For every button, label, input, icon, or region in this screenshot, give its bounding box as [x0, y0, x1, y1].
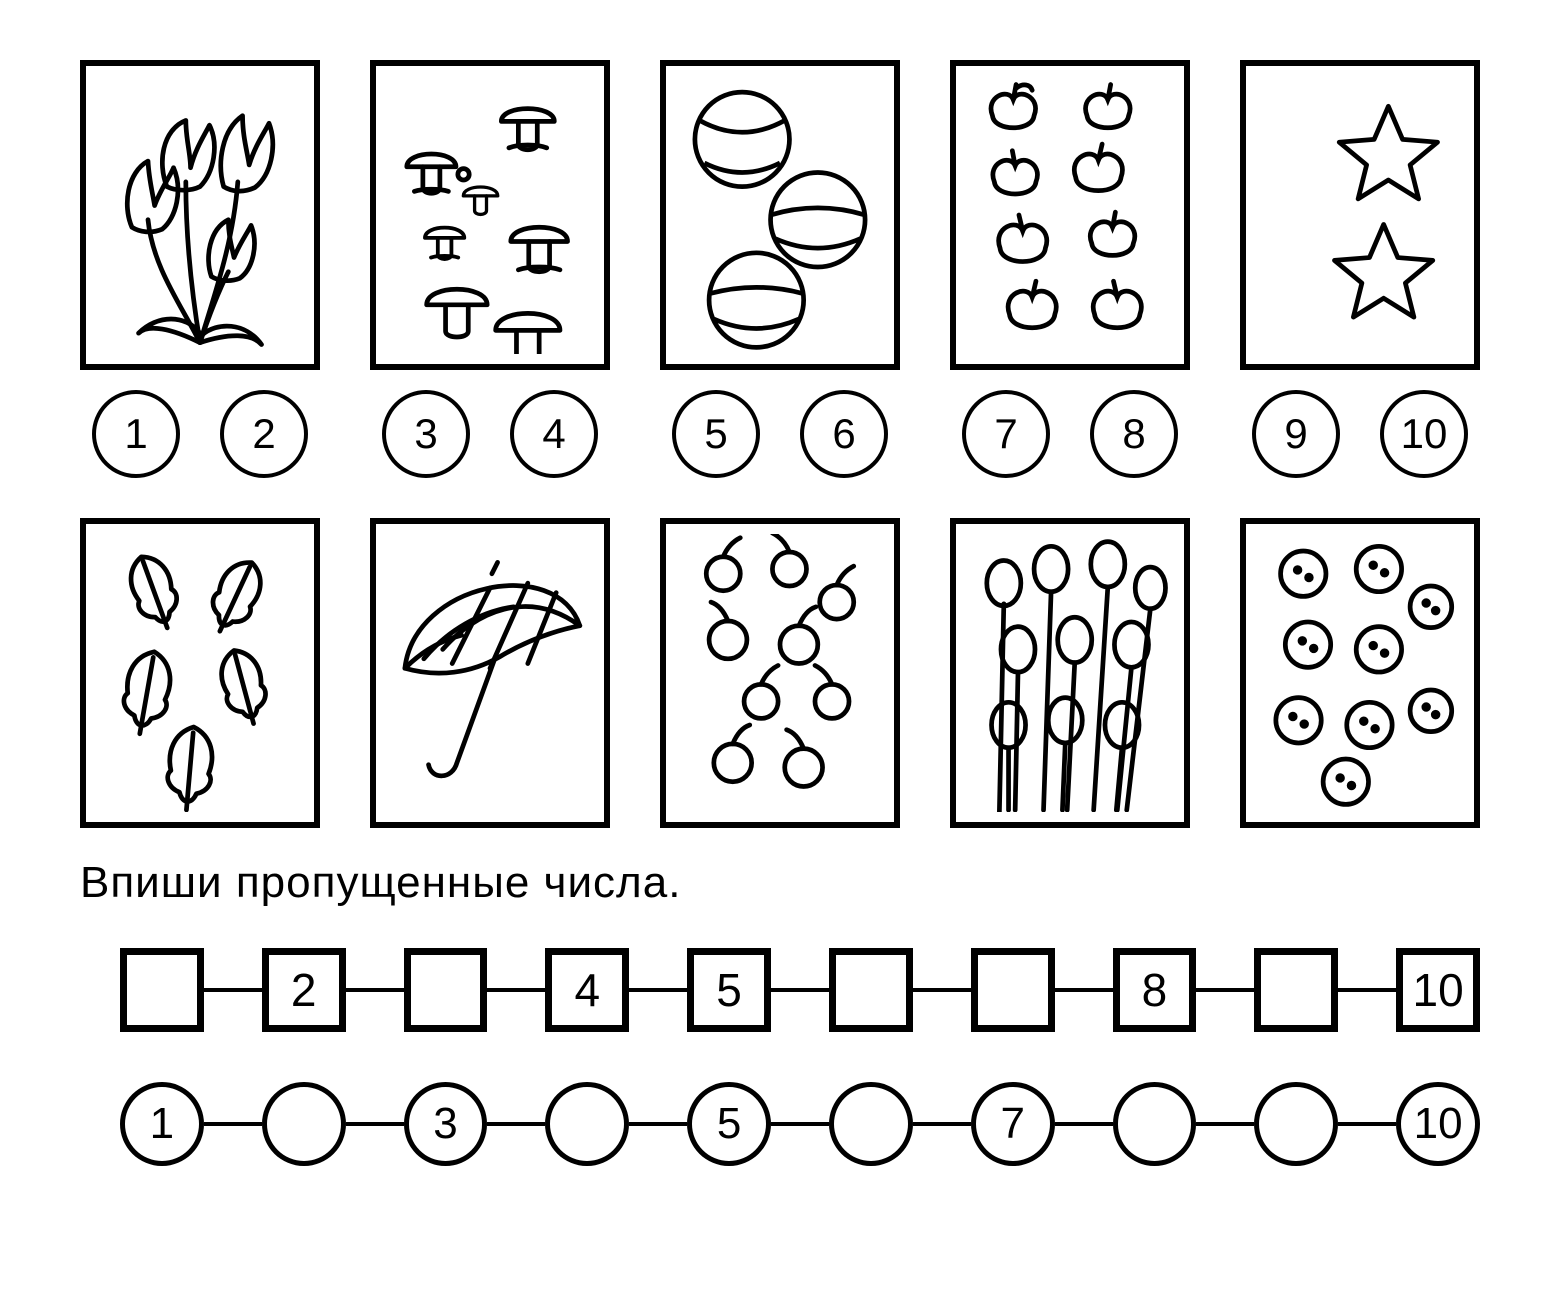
- seq-link: [346, 988, 404, 992]
- card-row-a: [80, 60, 1480, 370]
- balls-icon: [676, 76, 884, 354]
- seq-link: [913, 1122, 971, 1126]
- worksheet: 1 2 3 4 5 6 7 8 9 10: [0, 0, 1560, 1276]
- choice-pair-4: 7 8: [950, 390, 1190, 478]
- seq-link: [629, 1122, 687, 1126]
- seq-link: [1338, 988, 1396, 992]
- seq-link: [913, 988, 971, 992]
- seq-link: [771, 1122, 829, 1126]
- card-tulips: [80, 60, 320, 370]
- choice-7[interactable]: 7: [962, 390, 1050, 478]
- seq-circle[interactable]: [1254, 1082, 1338, 1166]
- seq-circle[interactable]: [829, 1082, 913, 1166]
- seq-circle: 3: [404, 1082, 488, 1166]
- umbrella-icon: [386, 534, 594, 812]
- tulips-icon: [96, 76, 304, 354]
- seq-link: [204, 1122, 262, 1126]
- seq-circle[interactable]: [262, 1082, 346, 1166]
- choice-1[interactable]: 1: [92, 390, 180, 478]
- seq-circle: 10: [1396, 1082, 1480, 1166]
- seq-box: 4: [545, 948, 629, 1032]
- choice-2[interactable]: 2: [220, 390, 308, 478]
- seq-circle[interactable]: [1113, 1082, 1197, 1166]
- seq-link: [771, 988, 829, 992]
- card-balloons: [950, 518, 1190, 828]
- card-stars: [1240, 60, 1480, 370]
- choice-6[interactable]: 6: [800, 390, 888, 478]
- seq-link: [487, 1122, 545, 1126]
- sequence-circles: 1 3 5 7 10: [120, 1082, 1480, 1166]
- seq-link: [1196, 1122, 1254, 1126]
- choice-8[interactable]: 8: [1090, 390, 1178, 478]
- seq-box[interactable]: [1254, 948, 1338, 1032]
- seq-link: [204, 988, 262, 992]
- card-balls: [660, 60, 900, 370]
- choice-row-a: 1 2 3 4 5 6 7 8 9 10: [80, 390, 1480, 478]
- choice-pair-2: 3 4: [370, 390, 610, 478]
- choice-pair-3: 5 6: [660, 390, 900, 478]
- balloons-icon: [966, 534, 1174, 812]
- card-umbrella: [370, 518, 610, 828]
- card-leaves: [80, 518, 320, 828]
- instruction-text: Впиши пропущенные числа.: [80, 858, 1480, 908]
- seq-circle: 1: [120, 1082, 204, 1166]
- sequence-squares: 2 45 8 10: [120, 948, 1480, 1032]
- seq-box: 8: [1113, 948, 1197, 1032]
- seq-link: [1338, 1122, 1396, 1126]
- buttons-icon: [1256, 534, 1464, 812]
- card-cherries: [660, 518, 900, 828]
- card-buttons: [1240, 518, 1480, 828]
- choice-10[interactable]: 10: [1380, 390, 1468, 478]
- cherries-icon: [676, 534, 884, 812]
- choice-pair-1: 1 2: [80, 390, 320, 478]
- seq-circle: 7: [971, 1082, 1055, 1166]
- seq-box[interactable]: [120, 948, 204, 1032]
- choice-pair-5: 9 10: [1240, 390, 1480, 478]
- choice-5[interactable]: 5: [672, 390, 760, 478]
- apples-icon: [966, 76, 1174, 354]
- choice-3[interactable]: 3: [382, 390, 470, 478]
- seq-link: [1196, 988, 1254, 992]
- seq-box[interactable]: [971, 948, 1055, 1032]
- seq-link: [346, 1122, 404, 1126]
- choice-9[interactable]: 9: [1252, 390, 1340, 478]
- seq-box: 10: [1396, 948, 1480, 1032]
- seq-link: [487, 988, 545, 992]
- card-mushrooms: [370, 60, 610, 370]
- stars-icon: [1256, 76, 1464, 354]
- seq-box[interactable]: [829, 948, 913, 1032]
- mushrooms-icon: [386, 76, 594, 354]
- seq-circle: 5: [687, 1082, 771, 1166]
- choice-4[interactable]: 4: [510, 390, 598, 478]
- seq-box[interactable]: [404, 948, 488, 1032]
- seq-circle[interactable]: [545, 1082, 629, 1166]
- seq-link: [629, 988, 687, 992]
- leaves-icon: [96, 534, 304, 812]
- seq-box: 2: [262, 948, 346, 1032]
- seq-link: [1055, 1122, 1113, 1126]
- card-apples: [950, 60, 1190, 370]
- seq-link: [1055, 988, 1113, 992]
- seq-box: 5: [687, 948, 771, 1032]
- card-row-b: [80, 518, 1480, 828]
